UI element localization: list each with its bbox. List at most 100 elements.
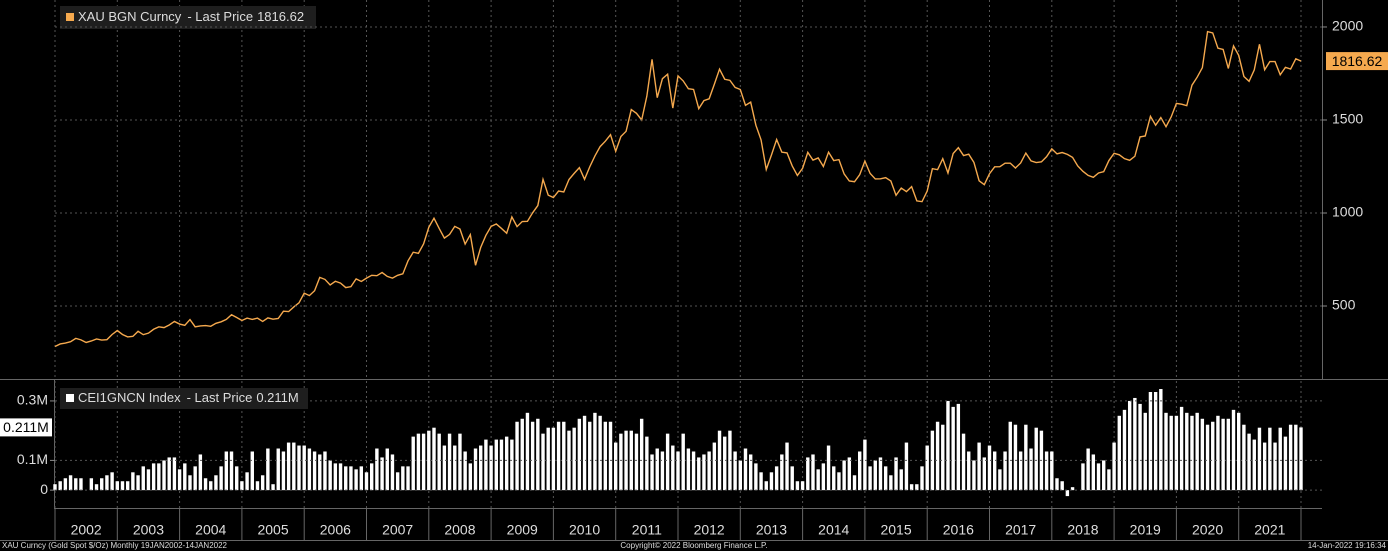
bar bbox=[442, 445, 447, 491]
bar bbox=[1294, 424, 1298, 491]
bar bbox=[925, 445, 929, 491]
bar bbox=[1096, 463, 1101, 491]
bar bbox=[312, 451, 317, 491]
bar bbox=[271, 484, 275, 491]
bar bbox=[1195, 412, 1199, 491]
bar bbox=[816, 469, 820, 491]
x-tick-label: 2018 bbox=[1067, 522, 1098, 538]
bar bbox=[432, 427, 436, 491]
bar bbox=[935, 421, 940, 491]
bar bbox=[188, 475, 192, 491]
bar bbox=[790, 466, 794, 491]
bar bbox=[1138, 403, 1142, 491]
bar bbox=[141, 466, 145, 491]
bar bbox=[136, 475, 140, 491]
bar bbox=[769, 472, 774, 491]
bar bbox=[577, 418, 582, 491]
bar bbox=[1252, 439, 1256, 491]
bar bbox=[780, 454, 784, 491]
bar bbox=[1247, 433, 1251, 491]
bar bbox=[110, 472, 114, 491]
bar bbox=[1169, 415, 1173, 491]
bar bbox=[759, 472, 763, 491]
bar bbox=[665, 433, 670, 491]
x-tick-label: 2021 bbox=[1254, 522, 1285, 538]
x-tick-label: 2010 bbox=[569, 522, 600, 538]
bar bbox=[972, 460, 976, 491]
bar bbox=[1231, 409, 1236, 491]
bar bbox=[1107, 469, 1111, 491]
bar bbox=[691, 451, 696, 491]
bar bbox=[94, 484, 99, 491]
bar bbox=[105, 475, 109, 491]
x-tick-label: 2003 bbox=[133, 522, 164, 538]
y-tick-label: 1500 bbox=[1332, 111, 1363, 127]
bar bbox=[572, 427, 576, 491]
bar bbox=[395, 472, 400, 491]
bar bbox=[489, 445, 493, 491]
bar bbox=[1050, 451, 1054, 491]
bar bbox=[582, 415, 587, 491]
bar bbox=[167, 457, 171, 491]
bar bbox=[800, 481, 805, 491]
bar bbox=[1055, 478, 1059, 491]
bar bbox=[899, 469, 903, 491]
bar bbox=[1159, 389, 1163, 491]
bar bbox=[183, 463, 187, 491]
bar bbox=[1153, 392, 1158, 491]
bar bbox=[686, 448, 691, 491]
bar bbox=[115, 481, 119, 491]
bar bbox=[785, 442, 789, 491]
bar bbox=[349, 466, 353, 491]
bar bbox=[1127, 400, 1132, 491]
y-tick-label: 500 bbox=[1332, 297, 1356, 313]
bar bbox=[811, 454, 815, 491]
bar bbox=[1268, 427, 1272, 491]
bar bbox=[318, 454, 322, 491]
bar bbox=[697, 457, 701, 491]
bar bbox=[209, 481, 213, 491]
bar bbox=[120, 481, 125, 491]
bar bbox=[738, 460, 742, 491]
bar bbox=[593, 412, 597, 491]
bar bbox=[774, 466, 779, 491]
y-tick-label: 0.3M bbox=[17, 392, 48, 408]
bar bbox=[401, 466, 405, 491]
bar bbox=[302, 445, 306, 491]
bar bbox=[873, 460, 877, 491]
bar bbox=[100, 478, 104, 491]
bar bbox=[292, 442, 296, 491]
bar bbox=[852, 475, 857, 491]
bar bbox=[203, 478, 208, 491]
bar bbox=[1070, 487, 1075, 491]
bar bbox=[806, 457, 810, 491]
bar bbox=[344, 466, 348, 491]
footer-right: 14-Jan-2022 19:16:34 bbox=[1308, 541, 1387, 550]
bar bbox=[660, 451, 665, 491]
bar bbox=[1174, 415, 1179, 491]
bar bbox=[1102, 460, 1106, 491]
last-value-tag bbox=[0, 418, 52, 437]
last-value-tag-label: 0.211M bbox=[3, 419, 49, 435]
y-tick-label: 0.1M bbox=[17, 451, 48, 467]
bar bbox=[484, 439, 488, 491]
bar bbox=[369, 463, 374, 491]
bar bbox=[1060, 481, 1064, 491]
bar bbox=[821, 463, 826, 491]
bar bbox=[868, 466, 872, 491]
x-tick-label: 2008 bbox=[444, 522, 475, 538]
bar bbox=[1216, 415, 1220, 491]
bar bbox=[151, 463, 156, 491]
bar bbox=[458, 433, 462, 491]
bar bbox=[941, 424, 945, 491]
legend-label: - Last Price bbox=[187, 9, 253, 24]
bar bbox=[504, 436, 509, 491]
legend-value: 1816.62 bbox=[257, 9, 304, 24]
bar bbox=[764, 481, 768, 491]
bar bbox=[1185, 412, 1189, 491]
bar bbox=[193, 466, 197, 491]
bar bbox=[157, 463, 161, 491]
bar bbox=[826, 445, 831, 491]
bar bbox=[863, 439, 867, 491]
